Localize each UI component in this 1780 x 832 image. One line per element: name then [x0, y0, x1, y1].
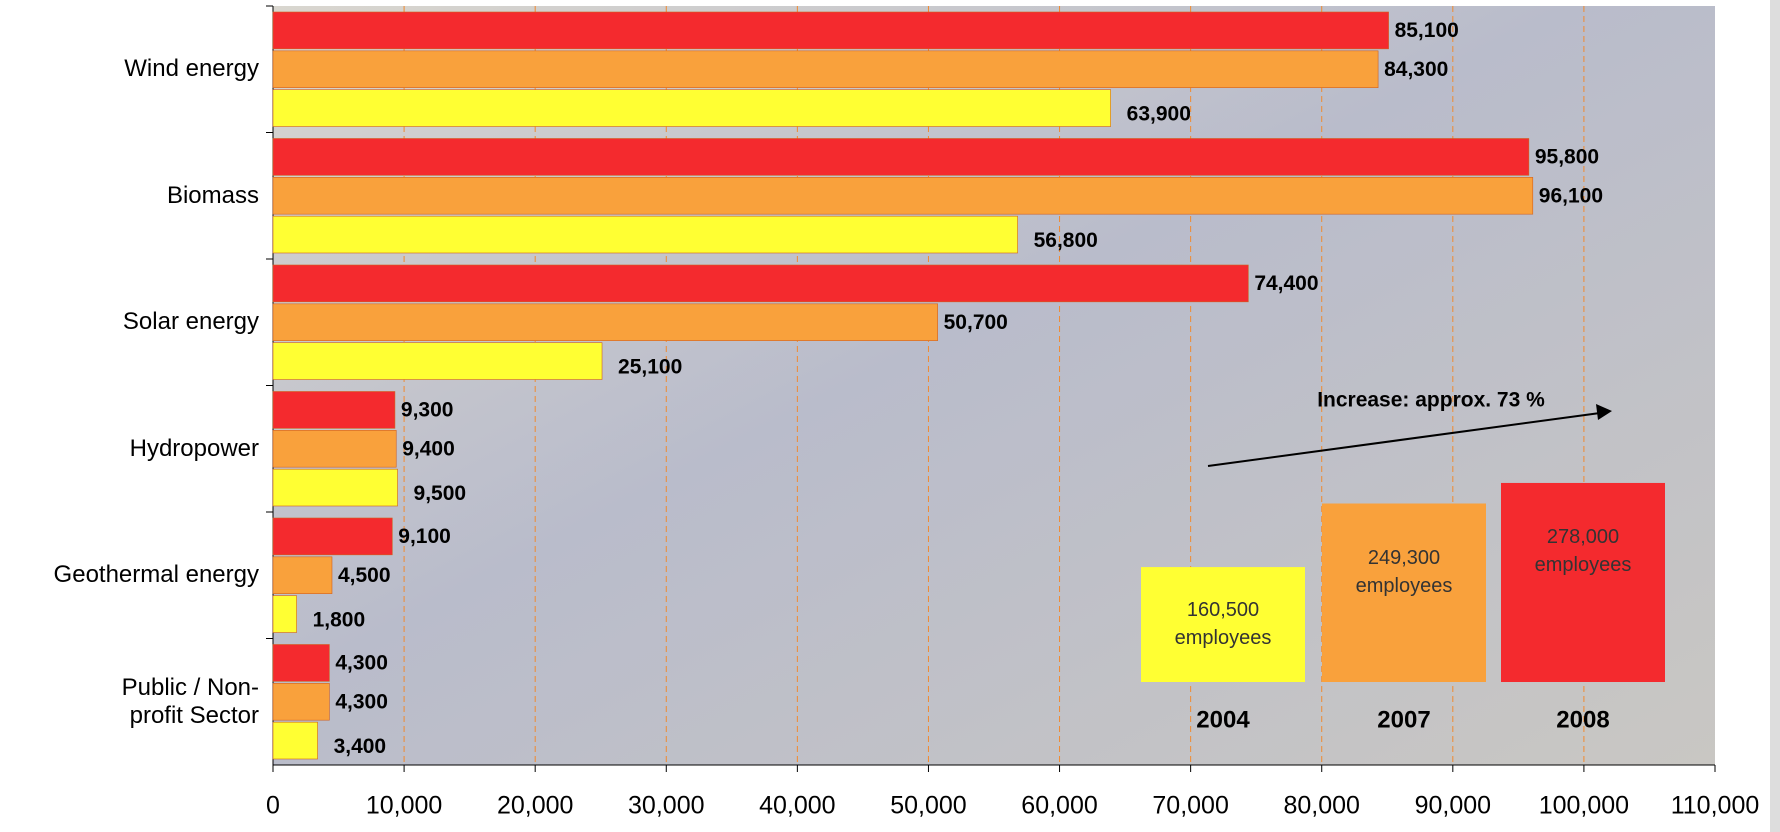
- value-label: 63,900: [1127, 103, 1191, 126]
- bar: [272, 342, 603, 380]
- value-label: 1,800: [313, 609, 366, 632]
- value-label: 9,300: [401, 398, 454, 421]
- value-label: 3,400: [334, 735, 387, 758]
- x-tick-label: 20,000: [497, 792, 573, 820]
- x-tick-label: 10,000: [366, 792, 442, 820]
- value-label: 84,300: [1384, 58, 1448, 81]
- bar: [272, 391, 396, 429]
- x-tick-label: 110,000: [1671, 792, 1760, 820]
- value-label: 4,300: [335, 690, 388, 713]
- bar: [272, 303, 938, 341]
- x-tick-label: 40,000: [759, 792, 835, 820]
- bar: [272, 50, 1379, 88]
- legend-label: 2007: [1377, 706, 1430, 733]
- bar: [272, 517, 393, 556]
- arrow: [1207, 412, 1601, 467]
- value-label: 9,100: [398, 525, 451, 548]
- total-box: [1322, 503, 1486, 682]
- bar: [272, 430, 397, 468]
- bar: [272, 468, 398, 507]
- value-label: 74,400: [1254, 272, 1318, 295]
- bar: [272, 177, 1534, 215]
- bar: [272, 721, 318, 760]
- total-box: [1501, 482, 1665, 682]
- value-label: 50,700: [944, 311, 1008, 334]
- bar: [272, 556, 333, 594]
- y-tick-label: Solar energy: [122, 308, 259, 336]
- value-label: 25,100: [618, 356, 682, 379]
- x-tick-label: 30,000: [628, 792, 704, 820]
- annotation: Increase: approx. 73 %: [1317, 389, 1545, 412]
- value-label: 85,100: [1395, 19, 1459, 42]
- arrow-head: [1596, 404, 1612, 420]
- value-label: 96,100: [1539, 184, 1603, 207]
- total-box: [1141, 567, 1305, 682]
- total-unit: employees: [1175, 627, 1272, 649]
- y-tick-label: Hydropower: [129, 434, 259, 462]
- x-tick-label: 90,000: [1415, 792, 1491, 820]
- total-label: 278,000: [1547, 526, 1619, 548]
- total-unit: employees: [1356, 575, 1453, 597]
- edge: [1770, 0, 1780, 832]
- x-tick-label: 70,000: [1152, 792, 1228, 820]
- bar: [272, 89, 1111, 127]
- x-tick-label: 80,000: [1283, 792, 1359, 820]
- value-label: 9,500: [414, 482, 467, 505]
- value-label: 56,800: [1034, 229, 1098, 252]
- value-label: 4,500: [338, 564, 391, 587]
- bar: [272, 11, 1389, 50]
- bar: [272, 595, 297, 633]
- legend-label: 2008: [1556, 706, 1609, 733]
- y-tick-label: Public / Non-profit Sector: [121, 673, 259, 729]
- x-tick-label: 100,000: [1539, 792, 1629, 820]
- value-label: 9,400: [402, 437, 455, 460]
- y-tick-label: Geothermal energy: [53, 561, 259, 589]
- x-tick-label: 0: [266, 792, 280, 820]
- total-unit: employees: [1535, 554, 1632, 576]
- x-tick-label: 60,000: [1021, 792, 1097, 820]
- total-label: 160,500: [1187, 599, 1259, 621]
- y-tick-label: Wind energy: [124, 55, 259, 83]
- total-label: 249,300: [1368, 547, 1440, 569]
- bar: [272, 264, 1249, 303]
- value-label: 4,300: [335, 651, 388, 674]
- x-tick-label: 50,000: [890, 792, 966, 820]
- value-label: 95,800: [1535, 145, 1599, 168]
- bar: [272, 138, 1530, 176]
- bar: [272, 683, 330, 721]
- legend-label: 2004: [1196, 706, 1250, 733]
- bar: [272, 215, 1018, 254]
- bar: [272, 644, 330, 682]
- y-tick-label: Biomass: [166, 181, 259, 209]
